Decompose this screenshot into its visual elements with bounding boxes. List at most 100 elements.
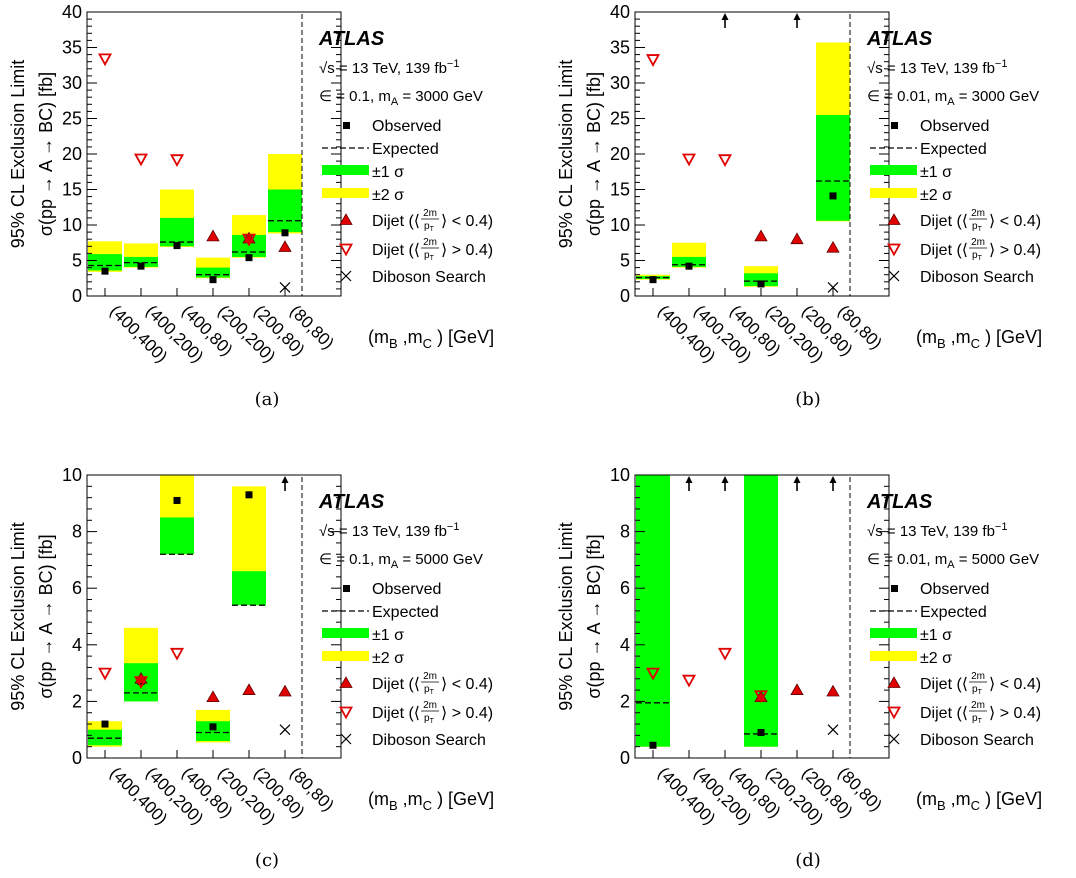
- upper-limit-arrowhead: [829, 476, 837, 483]
- dijet-high-marker: [97, 667, 113, 681]
- x-axis-title-sub: C: [971, 336, 980, 351]
- param-label-sub: A: [391, 96, 399, 108]
- y-tick-label: 6: [620, 578, 630, 598]
- x-axis-title-sub: B: [389, 798, 398, 813]
- legend-dijet-low-label-prefix: Dijet (⟨: [920, 676, 968, 693]
- legend-sigma1-label: ±1 σ: [920, 164, 952, 181]
- legend-dijet-low-marker: [887, 676, 901, 688]
- legend-dijet-low-label-frac-den-text: p: [424, 221, 430, 232]
- diboson-marker: [827, 724, 839, 736]
- dijet-low-marker: [242, 683, 256, 695]
- x-axis-title-part: ,m: [398, 327, 423, 347]
- y-tick-label: 10: [62, 465, 82, 485]
- y-tick-label: 10: [610, 465, 630, 485]
- legend-observed-label: Observed: [372, 118, 441, 135]
- dijet-low-marker: [206, 229, 220, 242]
- x-axis-title-part: ) [GeV]: [432, 327, 494, 347]
- y-axis-title: 95% CL Exclusion Limit: [8, 522, 28, 710]
- y-tick-label: 25: [62, 109, 82, 129]
- band-1sigma: [816, 114, 850, 221]
- legend-dijet-low-label-suffix: ⟩ < 0.4): [989, 676, 1041, 693]
- x-axis-title-part: ,m: [398, 789, 423, 809]
- param-label: ∈ = 0.1, mA = 3000 GeV: [319, 88, 483, 108]
- band-1sigma: [744, 273, 778, 287]
- observed-marker: [757, 729, 765, 737]
- panel-label: (c): [255, 850, 279, 871]
- dijet-high-marker: [97, 53, 113, 67]
- x-axis-title-sub: B: [937, 336, 946, 351]
- legend-dijet-high-label-frac-den-sub: T: [978, 718, 983, 725]
- plot-frame: [634, 474, 890, 759]
- legend-dijet-high-label-suffix: ⟩ > 0.4): [441, 242, 493, 259]
- observed-marker: [757, 280, 765, 288]
- y-tick-label: 0: [620, 748, 630, 768]
- y-axis-title: σ(pp → A → BC) [fb]: [584, 72, 604, 236]
- y-tick-label: 10: [610, 215, 630, 235]
- y-axis-title: σ(pp → A → BC) [fb]: [36, 72, 56, 236]
- legend-observed-label: Observed: [372, 581, 441, 598]
- legend-dijet-low-label-frac-den: pT: [972, 684, 983, 696]
- observed-marker: [649, 741, 657, 749]
- y-tick-label: 25: [610, 109, 630, 129]
- legend-diboson-marker: [340, 733, 352, 745]
- upper-limit-arrowhead: [793, 476, 801, 483]
- legend-dijet-high-label: Dijet (⟨ 2m pT ⟩ > 0.4): [920, 237, 1041, 262]
- legend-observed-marker: [891, 122, 898, 129]
- dijet-low-marker: [754, 229, 768, 242]
- x-axis-title-part: (m: [368, 789, 389, 809]
- y-tick-label: 30: [62, 73, 82, 93]
- legend-sigma2-label: ±2 σ: [920, 650, 952, 667]
- param-label-sub: A: [947, 96, 955, 108]
- legend-expected-label: Expected: [372, 141, 439, 158]
- chart-panel-3: 0246810(400,400)(400,200)(400,80)(200,20…: [8, 465, 494, 871]
- y-tick-label: 20: [62, 144, 82, 164]
- chart-panel-1: 0510152025303540(400,400)(400,200)(400,8…: [8, 2, 494, 410]
- upper-limit-arrowhead: [685, 476, 693, 483]
- legend-dijet-low-label-prefix: Dijet (⟨: [372, 213, 420, 230]
- legend-dijet-low-label-frac-num: 2m: [971, 208, 985, 219]
- chart-panel-4: 0246810(400,400)(400,200)(400,80)(200,20…: [556, 465, 1042, 871]
- legend-expected-label: Expected: [372, 604, 439, 621]
- y-tick-label: 6: [72, 578, 82, 598]
- x-axis-title-part: ,m: [946, 327, 971, 347]
- legend-dijet-low-label-frac-den-sub: T: [978, 226, 983, 233]
- legend-dijet-high-label-frac-num: 2m: [971, 237, 985, 248]
- energy-label-sup: −1: [995, 521, 1008, 533]
- legend-observed-label: Observed: [920, 581, 989, 598]
- x-axis-title-part: ) [GeV]: [432, 789, 494, 809]
- param-label-sub: A: [391, 559, 399, 571]
- legend-dijet-high-label-frac-den: pT: [972, 713, 983, 725]
- energy-label-sup: −1: [447, 521, 460, 533]
- y-tick-label: 20: [610, 144, 630, 164]
- energy-label-text: √s = 13 TeV, 139 fb: [867, 60, 995, 77]
- observed-marker: [137, 262, 145, 270]
- legend-dijet-high-label-frac-den: pT: [424, 713, 435, 725]
- legend-dijet-high-label-frac-den-sub: T: [978, 255, 983, 262]
- legend-diboson-label: Diboson Search: [920, 269, 1034, 286]
- legend-dijet-low-label: Dijet (⟨ 2m pT ⟩ < 0.4): [372, 208, 493, 233]
- panel-label: (b): [795, 389, 821, 410]
- energy-label: √s = 13 TeV, 139 fb−1: [867, 521, 1007, 540]
- atlas-label: ATLAS: [318, 491, 385, 513]
- legend-diboson-label: Diboson Search: [920, 732, 1034, 749]
- dijet-low-marker: [826, 684, 840, 697]
- legend-dijet-high-label-frac-num: 2m: [423, 237, 437, 248]
- legend-observed-marker: [891, 585, 898, 592]
- dijet-high-marker: [133, 676, 149, 689]
- legend-dijet-low-label-frac-num: 2m: [423, 208, 437, 219]
- dijet-high-marker: [169, 154, 185, 168]
- legend-dijet-high-label-frac-num: 2m: [971, 700, 985, 711]
- observed-marker: [209, 723, 217, 731]
- x-axis-title-sub: C: [971, 798, 980, 813]
- diboson-marker: [827, 282, 839, 293]
- x-axis-title-part: (m: [916, 789, 937, 809]
- legend-sigma2-swatch: [322, 651, 369, 661]
- y-axis-title: σ(pp → A → BC) [fb]: [584, 534, 604, 698]
- band-1sigma: [160, 517, 194, 555]
- panel-label: (d): [795, 850, 821, 871]
- band-1sigma: [636, 475, 670, 747]
- legend-sigma1-swatch: [870, 628, 917, 638]
- energy-label-sup: −1: [447, 58, 460, 70]
- y-tick-label: 8: [620, 522, 630, 542]
